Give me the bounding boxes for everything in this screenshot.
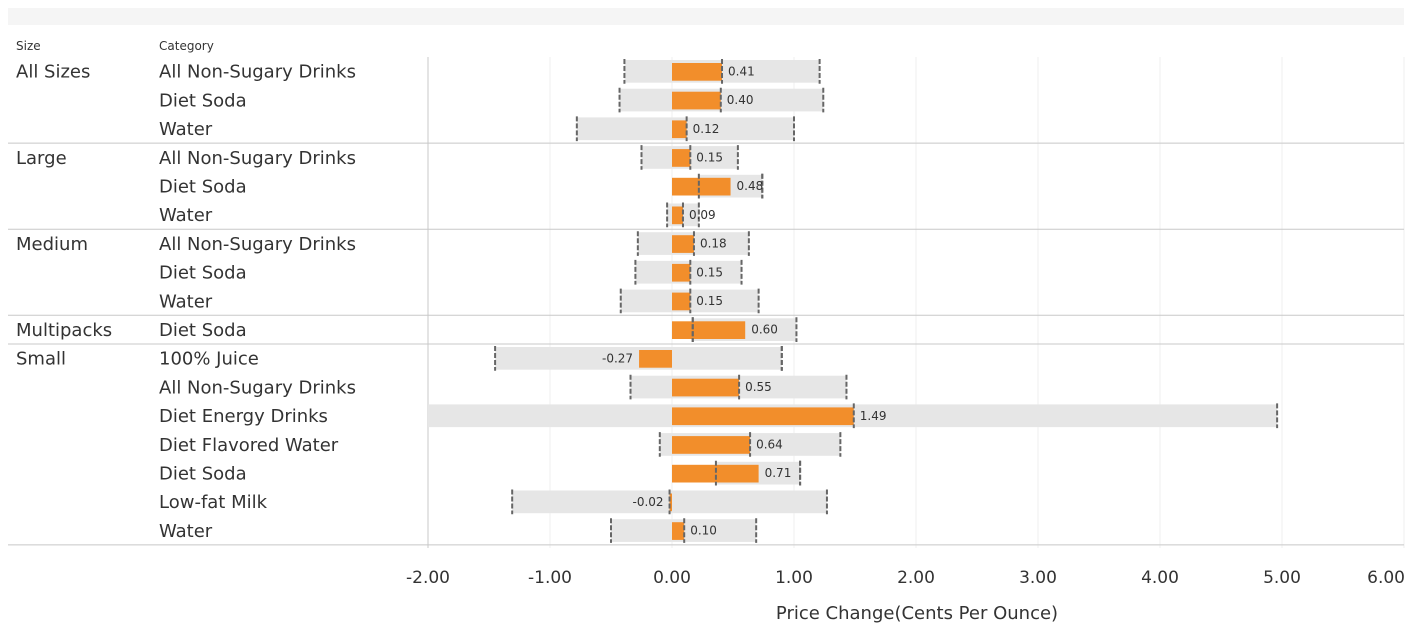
grid-layer xyxy=(8,57,1405,548)
size-label: Medium xyxy=(16,234,88,255)
range-band xyxy=(619,88,824,112)
x-axis: -2.00 -1.00 0.00 1.00 2.00 3.00 4.00 5.00 6.00 xyxy=(406,568,1405,588)
data-label: 0.18 xyxy=(700,237,727,251)
value-bar xyxy=(672,149,691,167)
x-tick-label: 2.00 xyxy=(897,568,935,588)
x-tick-label: 6.00 xyxy=(1367,568,1405,588)
x-tick-label: 4.00 xyxy=(1141,568,1179,588)
value-bar xyxy=(672,407,854,426)
data-label: 0.41 xyxy=(728,64,755,78)
category-label: Diet Soda xyxy=(159,320,247,341)
size-label: Small xyxy=(16,349,66,370)
range-band xyxy=(495,347,782,370)
x-tick-label: 5.00 xyxy=(1263,568,1301,588)
labels-layer: All Sizes All Non-Sugary Drinks 0.41 Diet S… xyxy=(16,62,886,542)
value-bar xyxy=(672,120,687,139)
value-bar xyxy=(672,378,740,397)
range-bands-layer xyxy=(428,60,1278,542)
category-label: Water xyxy=(159,119,213,140)
value-bar xyxy=(672,235,694,253)
markers-layer xyxy=(494,59,1279,543)
value-bar xyxy=(672,522,685,540)
x-tick-label: 0.00 xyxy=(653,568,691,588)
category-label: All Non-Sugary Drinks xyxy=(159,234,356,255)
category-label: Diet Soda xyxy=(159,90,247,111)
size-label: Multipacks xyxy=(16,320,112,341)
top-toolbar-strip xyxy=(8,8,1404,25)
data-label: 0.15 xyxy=(696,265,723,279)
category-label: Diet Soda xyxy=(159,176,247,197)
data-label: 0.64 xyxy=(756,437,783,451)
value-bar xyxy=(672,464,759,483)
size-label: Large xyxy=(16,148,67,169)
value-bar xyxy=(672,177,731,196)
size-label: All Sizes xyxy=(16,62,90,83)
category-label: Water xyxy=(159,205,213,226)
data-label: 0.71 xyxy=(765,466,792,480)
x-tick-label: -1.00 xyxy=(528,568,572,588)
category-label: Low-fat Milk xyxy=(159,492,268,513)
data-label: 0.48 xyxy=(737,179,764,193)
data-label: 0.12 xyxy=(693,122,720,136)
category-label: 100% Juice xyxy=(159,349,259,370)
value-bar xyxy=(672,91,721,110)
category-label: Water xyxy=(159,521,213,542)
data-label: 0.15 xyxy=(696,150,723,164)
data-label: -0.27 xyxy=(602,351,633,365)
category-label: Diet Soda xyxy=(159,463,247,484)
size-column-header: Size xyxy=(16,39,41,53)
value-bar xyxy=(672,206,683,225)
data-label: 0.55 xyxy=(745,380,772,394)
x-tick-label: -2.00 xyxy=(406,568,450,588)
category-label: All Non-Sugary Drinks xyxy=(159,62,356,83)
x-tick-label: 3.00 xyxy=(1019,568,1057,588)
data-label: 1.49 xyxy=(860,409,887,423)
x-axis-title: Price Change(Cents Per Ounce) xyxy=(776,603,1058,624)
value-bar xyxy=(669,493,672,512)
value-bar xyxy=(672,263,691,282)
data-label: 0.10 xyxy=(690,524,717,538)
data-label: 0.40 xyxy=(727,93,754,107)
category-column-header: Category xyxy=(159,39,214,53)
data-label: 0.60 xyxy=(751,323,778,337)
category-label: Diet Energy Drinks xyxy=(159,406,328,427)
x-tick-label: 1.00 xyxy=(775,568,813,588)
data-label: 0.09 xyxy=(689,208,716,222)
value-bar xyxy=(672,321,746,339)
value-bar xyxy=(672,436,751,454)
category-label: Diet Flavored Water xyxy=(159,435,339,456)
value-bar xyxy=(672,292,691,311)
value-bar xyxy=(672,63,723,81)
category-label: Water xyxy=(159,291,213,312)
data-label: -0.02 xyxy=(632,495,663,509)
value-bar xyxy=(639,350,672,368)
bars-layer xyxy=(639,63,854,540)
data-label: 0.15 xyxy=(696,294,723,308)
category-label: Diet Soda xyxy=(159,263,247,284)
category-label: All Non-Sugary Drinks xyxy=(159,148,356,169)
category-label: All Non-Sugary Drinks xyxy=(159,377,356,398)
